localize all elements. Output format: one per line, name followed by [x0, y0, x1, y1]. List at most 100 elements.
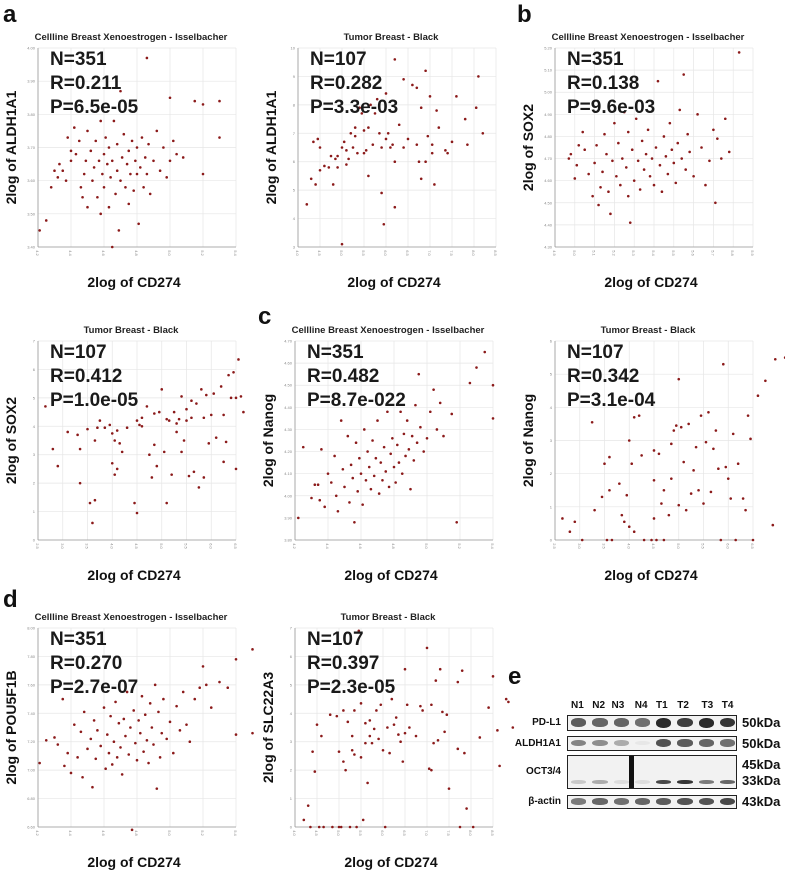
data-point	[336, 166, 339, 169]
data-point	[113, 473, 117, 476]
data-point	[670, 148, 674, 152]
data-point	[122, 717, 126, 721]
y-axis-label: 2log of SLC22A3	[260, 672, 276, 783]
blot-band	[719, 717, 735, 728]
stat-r: R=0.482	[307, 366, 379, 387]
data-point	[481, 131, 485, 135]
data-point	[380, 146, 383, 149]
data-point	[96, 426, 99, 430]
data-point	[672, 429, 676, 432]
x-tick-label: 5.0	[167, 250, 172, 256]
x-axis-label: 2log of CD274	[347, 274, 441, 290]
y-tick-label: 3.60	[27, 178, 36, 183]
data-point	[666, 172, 670, 176]
data-point	[704, 183, 707, 187]
data-point	[115, 429, 119, 432]
x-tick-label: 3.5	[85, 543, 90, 549]
data-point	[471, 825, 475, 829]
data-point	[120, 450, 124, 454]
data-point	[320, 448, 323, 451]
chart-title: Cellline Breast Xenoestrogen - Isselbach…	[292, 325, 485, 336]
chart-title: Tumor Breast - Black	[341, 612, 437, 623]
data-point	[678, 108, 682, 112]
data-point	[618, 482, 621, 485]
data-point	[432, 388, 435, 391]
data-point	[342, 760, 345, 763]
data-point	[93, 439, 97, 442]
data-point	[674, 424, 678, 427]
data-point	[341, 467, 345, 471]
data-point	[674, 181, 678, 185]
data-point	[78, 481, 82, 485]
data-point	[69, 149, 73, 153]
x-tick-label: 5.0	[159, 543, 164, 549]
y-axis-label: 2log of Nanog	[260, 394, 276, 487]
x-tick-label: 4.0	[109, 543, 114, 549]
data-point	[729, 497, 733, 500]
data-point	[357, 629, 361, 633]
data-point	[193, 99, 197, 103]
data-point	[623, 520, 626, 524]
data-point	[692, 174, 695, 178]
y-tick-label: 3.80	[284, 538, 293, 543]
data-point	[410, 434, 414, 438]
data-point	[617, 141, 620, 145]
data-point	[414, 403, 417, 407]
blot-band	[656, 780, 672, 784]
data-point	[92, 719, 96, 722]
data-point	[79, 730, 83, 734]
data-point	[329, 154, 333, 158]
data-point	[140, 136, 144, 139]
data-point	[430, 143, 434, 146]
data-point	[168, 96, 172, 100]
data-point	[450, 140, 454, 144]
x-tick-label: 5.2	[200, 250, 205, 256]
data-point	[435, 428, 439, 431]
data-point	[613, 121, 616, 125]
data-point	[348, 825, 352, 829]
data-point	[367, 174, 370, 178]
data-point	[316, 483, 320, 487]
data-point	[393, 58, 397, 61]
x-tick-label: 5.5	[701, 543, 706, 549]
x-tick-label: 5.9	[750, 250, 755, 256]
y-tick-label: 4.70	[544, 156, 553, 161]
y-tick-label: 4.50	[284, 383, 293, 388]
data-point	[160, 388, 164, 391]
data-point	[69, 771, 73, 775]
data-point	[696, 113, 699, 116]
x-tick-label: 4.8	[391, 543, 396, 549]
data-point	[192, 470, 196, 474]
data-point	[222, 413, 225, 417]
data-point	[561, 517, 564, 520]
x-tick-label: 3.5	[602, 543, 607, 549]
data-point	[44, 738, 48, 742]
y-tick-label: 7.00	[27, 768, 36, 773]
kda-label: 50kDa	[742, 735, 781, 751]
data-point	[408, 726, 411, 729]
stat-r: R=0.397	[307, 653, 379, 674]
chart-b2: Tumor Breast - Black 2.5 3.0 3.5 4.0 4.5 5.0 5.…	[0, 293, 262, 590]
data-point	[94, 757, 98, 761]
data-point	[387, 485, 391, 489]
data-point	[237, 358, 240, 361]
blot-band	[592, 798, 608, 805]
data-point	[110, 432, 114, 435]
data-point	[91, 785, 94, 789]
data-point	[114, 192, 117, 196]
data-point	[180, 395, 183, 398]
data-point	[443, 730, 446, 734]
data-point	[82, 710, 86, 714]
x-tick-label: 4.5	[317, 250, 322, 256]
blot-band	[592, 718, 608, 727]
y-tick-label: 3	[293, 245, 296, 250]
data-point	[349, 131, 353, 135]
data-point	[405, 703, 409, 707]
x-tick-label: 5.6	[691, 250, 696, 256]
x-axis-label: 2log of CD274	[604, 274, 698, 290]
data-point	[219, 385, 223, 388]
data-point	[331, 183, 335, 186]
data-point	[359, 702, 363, 705]
lane-label: N4	[634, 700, 648, 711]
y-tick-label: 4.00	[284, 493, 293, 498]
